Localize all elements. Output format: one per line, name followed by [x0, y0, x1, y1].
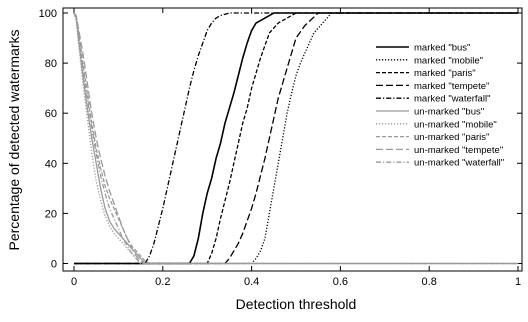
x-tick-label: 1 [515, 276, 521, 288]
y-tick-label: 0 [51, 258, 57, 270]
series-line-6 [73, 12, 518, 265]
series-group [73, 12, 518, 265]
plot-frame [62, 7, 523, 272]
legend-label-2: marked "paris" [414, 68, 476, 79]
y-tick-label: 20 [45, 208, 57, 220]
x-tick-label: 0.2 [155, 276, 170, 288]
x-tick-label: 0.8 [422, 276, 437, 288]
series-line-9 [73, 12, 518, 265]
legend-label-3: marked "tempete" [414, 81, 489, 92]
legend-label-0: marked "bus" [414, 43, 470, 54]
series-line-4 [74, 12, 518, 265]
legend-label-6: un-marked "mobile" [414, 119, 497, 130]
series-line-2 [74, 12, 518, 265]
y-tick-label: 80 [45, 58, 57, 70]
legend: marked "bus"marked "mobile" marked "paris… [376, 43, 504, 169]
series-line-0 [74, 12, 518, 265]
series-line-5 [73, 12, 518, 265]
legend-label-8: un-marked "tempete" [414, 145, 503, 156]
legend-label-9: un-marked "waterfall" [414, 158, 504, 169]
x-tick-label: 0 [71, 276, 77, 288]
legend-label-7: un-marked "paris" [414, 132, 489, 143]
legend-label-4: marked "waterfall" [414, 94, 490, 105]
axis-ticks: 0 0.2 0.4 0.6 0.8 1 0 20 40 60 80 100 [39, 8, 522, 288]
series-line-8 [73, 12, 518, 265]
y-tick-label: 40 [45, 158, 57, 170]
series-line-1 [74, 12, 518, 265]
legend-label-5: un-marked "bus" [414, 107, 484, 118]
series-line-7 [73, 12, 518, 265]
legend-label-1: marked "mobile" [414, 55, 483, 66]
y-axis-title: Percentage of detected watermarks [6, 29, 22, 250]
x-tick-label: 0.4 [244, 276, 259, 288]
y-tick-label: 100 [39, 8, 57, 20]
y-tick-label: 60 [45, 108, 57, 120]
series-line-3 [74, 12, 518, 265]
x-tick-label: 0.6 [333, 276, 348, 288]
x-axis-title: Detection threshold [236, 296, 357, 312]
